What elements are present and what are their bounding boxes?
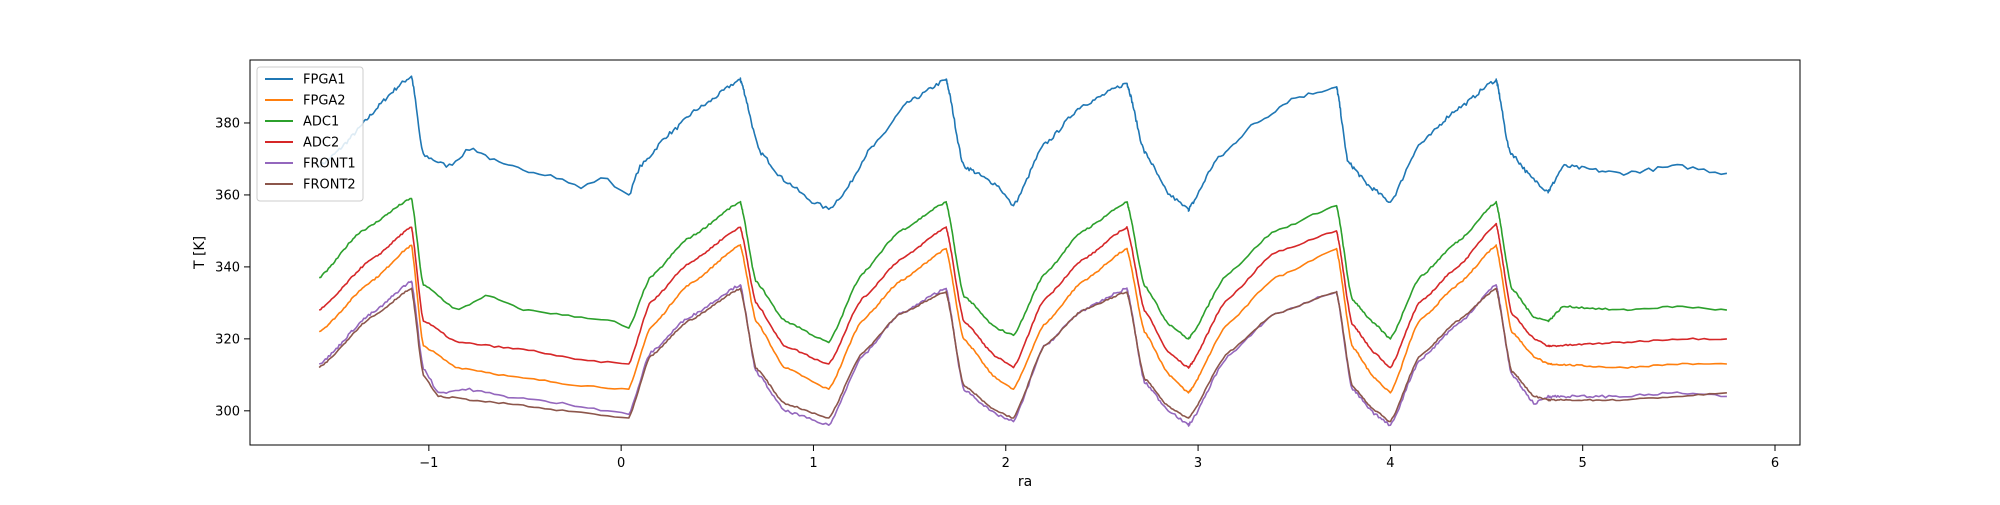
x-tick-label: 6: [1771, 456, 1779, 471]
y-axis-title: T [K]: [192, 236, 208, 270]
legend-label-front2: FRONT2: [303, 178, 356, 193]
plot-area-frame: [249, 59, 1801, 446]
y-tick-label: 320: [215, 332, 240, 347]
legend-label-front1: FRONT1: [303, 157, 356, 172]
series-line-fpga1: [318, 75, 1728, 212]
y-axis: 300 320 340 360 380: [215, 116, 250, 419]
x-tick-label: 0: [617, 456, 625, 471]
series-line-front1: [318, 280, 1727, 427]
x-tick-label: 2: [1002, 456, 1010, 471]
legend-label-adc1: ADC1: [303, 115, 339, 130]
series-line-adc1: [319, 197, 1728, 344]
legend-label-fpga1: FPGA1: [303, 73, 346, 88]
y-tick-label: 360: [215, 188, 240, 203]
series-layer: [318, 75, 1728, 427]
legend: FPGA1 FPGA2 ADC1 ADC2 FRONT1 FRONT2: [256, 66, 364, 202]
x-tick-label: −1: [419, 456, 438, 471]
y-tick-label: 300: [215, 404, 240, 419]
x-tick-label: 5: [1579, 456, 1587, 471]
series-line-adc2: [318, 222, 1727, 369]
y-tick-label: 380: [215, 116, 240, 131]
x-tick-label: 1: [809, 456, 817, 471]
x-axis: −1 0 1 2 3 4 5 6: [419, 445, 1779, 471]
series-line-fpga2: [318, 244, 1727, 394]
series-line-front2: [318, 287, 1727, 423]
x-tick-label: 4: [1386, 456, 1394, 471]
x-tick-label: 3: [1194, 456, 1202, 471]
legend-label-fpga2: FPGA2: [303, 94, 346, 109]
y-tick-label: 340: [215, 260, 240, 275]
x-axis-title: ra: [1018, 474, 1032, 490]
legend-label-adc2: ADC2: [303, 136, 339, 151]
